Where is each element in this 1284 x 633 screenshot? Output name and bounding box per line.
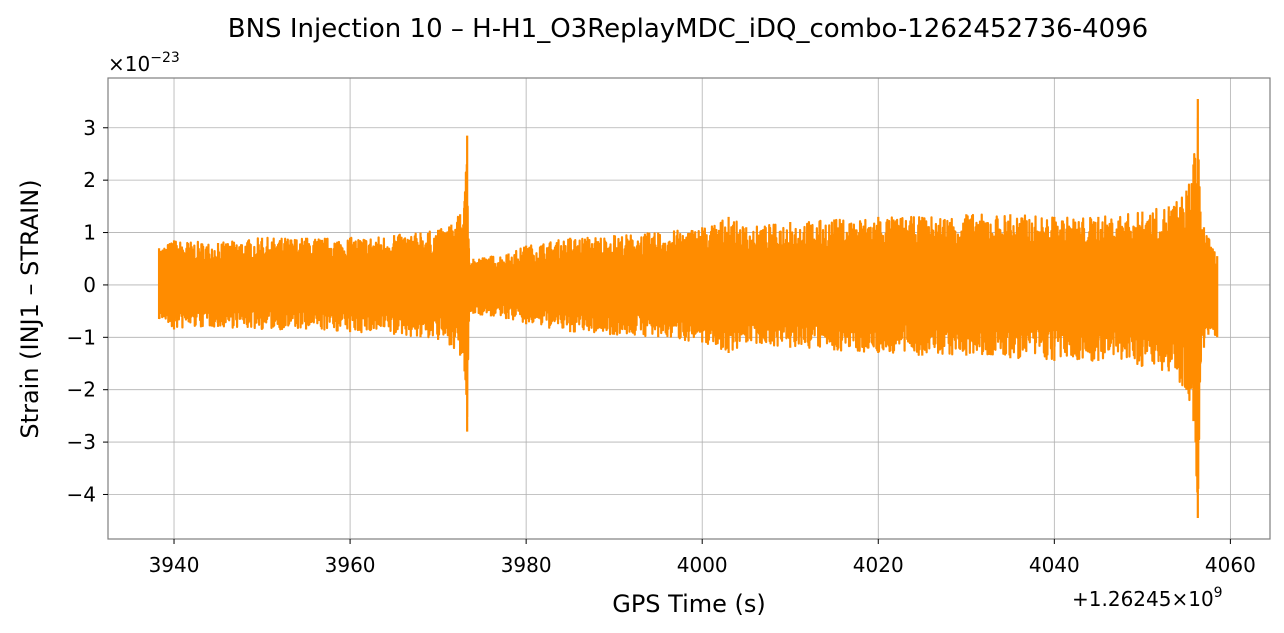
y-scale-factor: ×10−23 <box>108 50 180 76</box>
x-tick-label: 4020 <box>853 553 904 577</box>
x-axis-ticks: 3940 3960 3980 4000 4020 4040 4060 <box>149 539 1256 577</box>
axes-frame <box>107 77 1271 540</box>
x-offset-exponent: 9 <box>1214 585 1223 601</box>
x-tick-label: 4060 <box>1205 553 1256 577</box>
x-offset-text: +1.26245×109 <box>1072 585 1223 611</box>
x-axis-label: GPS Time (s) <box>612 590 766 618</box>
y-tick-label: −1 <box>67 325 96 349</box>
y-tick-label: 2 <box>83 168 96 192</box>
x-tick-label: 3980 <box>501 553 552 577</box>
chart-title: BNS Injection 10 – H-H1_O3ReplayMDC_iDQ_… <box>228 14 1148 44</box>
y-tick-label: −3 <box>67 430 96 454</box>
y-axis-label: Strain (INJ1 – STRAIN) <box>16 179 44 438</box>
y-scale-exponent: −23 <box>150 50 180 66</box>
x-tick-label: 4040 <box>1029 553 1080 577</box>
y-tick-label: −4 <box>67 482 96 506</box>
x-tick-label: 4000 <box>677 553 728 577</box>
y-scale-base: ×10 <box>108 52 150 76</box>
plot-area <box>157 98 1219 519</box>
y-tick-label: 3 <box>83 116 96 140</box>
y-tick-label: 1 <box>83 221 96 245</box>
x-offset-base: +1.26245×10 <box>1072 587 1214 611</box>
y-axis-ticks: 3 2 1 0 −1 −2 −3 −4 <box>67 116 108 506</box>
x-tick-label: 3940 <box>149 553 200 577</box>
strain-series-line <box>157 98 1219 519</box>
y-tick-label: −2 <box>67 378 96 402</box>
x-tick-label: 3960 <box>325 553 376 577</box>
y-tick-label: 0 <box>83 273 96 297</box>
